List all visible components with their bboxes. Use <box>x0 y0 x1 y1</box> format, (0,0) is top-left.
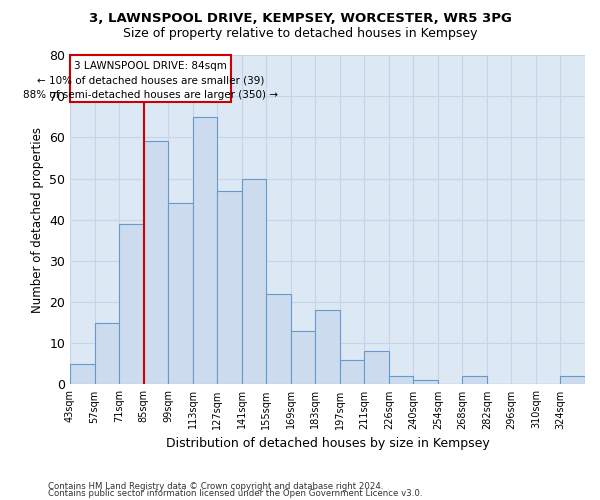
X-axis label: Distribution of detached houses by size in Kempsey: Distribution of detached houses by size … <box>166 437 490 450</box>
Text: Size of property relative to detached houses in Kempsey: Size of property relative to detached ho… <box>123 28 477 40</box>
Text: Contains HM Land Registry data © Crown copyright and database right 2024.: Contains HM Land Registry data © Crown c… <box>48 482 383 491</box>
Bar <box>364 352 389 384</box>
Bar <box>95 322 119 384</box>
Bar <box>143 142 168 384</box>
Text: ← 10% of detached houses are smaller (39): ← 10% of detached houses are smaller (39… <box>37 76 264 86</box>
Bar <box>168 203 193 384</box>
Bar <box>70 364 95 384</box>
Bar <box>70 55 230 102</box>
Bar <box>217 191 242 384</box>
Text: 88% of semi-detached houses are larger (350) →: 88% of semi-detached houses are larger (… <box>23 90 278 100</box>
Bar <box>266 294 291 384</box>
Bar <box>463 376 487 384</box>
Bar <box>413 380 438 384</box>
Bar <box>193 117 217 384</box>
Bar <box>119 224 143 384</box>
Bar <box>315 310 340 384</box>
Bar <box>291 331 315 384</box>
Text: 3, LAWNSPOOL DRIVE, KEMPSEY, WORCESTER, WR5 3PG: 3, LAWNSPOOL DRIVE, KEMPSEY, WORCESTER, … <box>89 12 511 26</box>
Y-axis label: Number of detached properties: Number of detached properties <box>31 126 44 312</box>
Bar <box>242 178 266 384</box>
Bar <box>389 376 413 384</box>
Bar <box>560 376 585 384</box>
Text: 3 LAWNSPOOL DRIVE: 84sqm: 3 LAWNSPOOL DRIVE: 84sqm <box>74 61 227 71</box>
Text: Contains public sector information licensed under the Open Government Licence v3: Contains public sector information licen… <box>48 489 422 498</box>
Bar <box>340 360 364 384</box>
